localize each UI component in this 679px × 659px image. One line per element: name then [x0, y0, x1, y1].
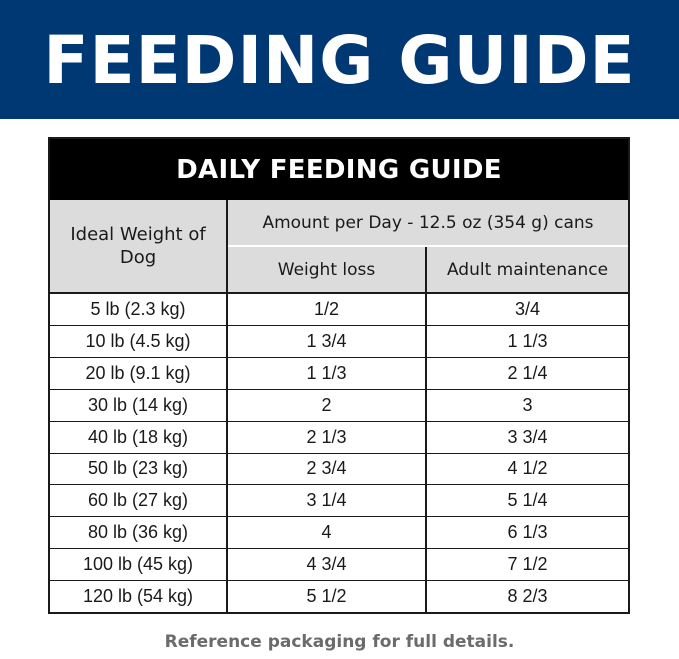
- table-row: 80 lb (36 kg) 4 6 1/3: [50, 517, 628, 550]
- table-row: 10 lb (4.5 kg) 1 3/4 1 1/3: [50, 325, 628, 358]
- amount-column-group: Amount per Day - 12.5 oz (354 g) cans We…: [228, 200, 628, 292]
- adult-maintenance-header: Adult maintenance: [446, 259, 609, 280]
- weight-loss-cell: 2 3/4: [228, 453, 427, 485]
- weight-loss-cell: 2: [228, 389, 427, 421]
- weight-loss-header: Weight loss: [228, 247, 427, 292]
- maintenance-cell: 2 1/4: [507, 362, 548, 383]
- table-row: 30 lb (14 kg) 2 3: [50, 389, 628, 422]
- table-row: 100 lb (45 kg) 4 3/4 7 1/2: [50, 549, 628, 582]
- weight-cell: 80 lb (36 kg): [50, 517, 228, 549]
- weight-cell: 40 lb (18 kg): [50, 421, 228, 453]
- weight-cell: 50 lb (23 kg): [50, 453, 228, 485]
- weight-cell: 5 lb (2.3 kg): [50, 294, 228, 325]
- weight-loss-cell: 2 1/3: [228, 421, 427, 453]
- weight-loss-cell: 1 1/3: [228, 357, 427, 389]
- table-row: 40 lb (18 kg) 2 1/3 3 3/4: [50, 421, 628, 454]
- table-row: 5 lb (2.3 kg) 1/2 3/4: [50, 294, 628, 326]
- maintenance-cell: 4 1/2: [507, 458, 548, 479]
- weight-cell: 100 lb (45 kg): [50, 549, 228, 581]
- amount-subheaders: Weight loss Adult maintenance: [228, 247, 628, 292]
- page-title: FEEDING GUIDE: [43, 21, 636, 99]
- maintenance-cell: 5 1/4: [507, 490, 548, 511]
- table-row: 60 lb (27 kg) 3 1/4 5 1/4: [50, 485, 628, 518]
- amount-column-header: Amount per Day - 12.5 oz (354 g) cans: [228, 200, 628, 247]
- table-body: 5 lb (2.3 kg) 1/2 3/4 10 lb (4.5 kg) 1 3…: [50, 294, 628, 613]
- weight-cell: 10 lb (4.5 kg): [50, 325, 228, 357]
- weight-cell: 30 lb (14 kg): [50, 389, 228, 421]
- maintenance-cell: 3/4: [514, 298, 541, 319]
- table-row: 50 lb (23 kg) 2 3/4 4 1/2: [50, 453, 628, 486]
- feeding-table: DAILY FEEDING GUIDE Ideal Weight of Dog …: [48, 137, 630, 614]
- weight-loss-cell: 4: [228, 517, 427, 549]
- banner: FEEDING GUIDE: [0, 0, 679, 119]
- weight-loss-cell: 1/2: [228, 294, 427, 325]
- weight-cell: 20 lb (9.1 kg): [50, 357, 228, 389]
- maintenance-cell: 8 2/3: [507, 586, 548, 607]
- table-title: DAILY FEEDING GUIDE: [50, 139, 628, 200]
- weight-cell: 60 lb (27 kg): [50, 485, 228, 517]
- maintenance-cell: 3 3/4: [507, 426, 548, 447]
- weight-loss-cell: 3 1/4: [228, 485, 427, 517]
- maintenance-cell: 1 1/3: [507, 330, 548, 351]
- maintenance-cell: 6 1/3: [507, 522, 548, 543]
- table-row: 120 lb (54 kg) 5 1/2 8 2/3: [50, 581, 628, 613]
- weight-cell: 120 lb (54 kg): [50, 581, 228, 613]
- weight-loss-cell: 5 1/2: [228, 581, 427, 613]
- footnote: Reference packaging for full details.: [164, 632, 515, 652]
- weight-loss-cell: 1 3/4: [228, 325, 427, 357]
- weight-loss-cell: 4 3/4: [228, 549, 427, 581]
- maintenance-cell: 3: [522, 394, 533, 415]
- weight-column-header: Ideal Weight of Dog: [50, 200, 228, 292]
- table-row: 20 lb (9.1 kg) 1 1/3 2 1/4: [50, 357, 628, 390]
- column-headers: Ideal Weight of Dog Amount per Day - 12.…: [50, 200, 628, 294]
- maintenance-cell: 7 1/2: [507, 554, 548, 575]
